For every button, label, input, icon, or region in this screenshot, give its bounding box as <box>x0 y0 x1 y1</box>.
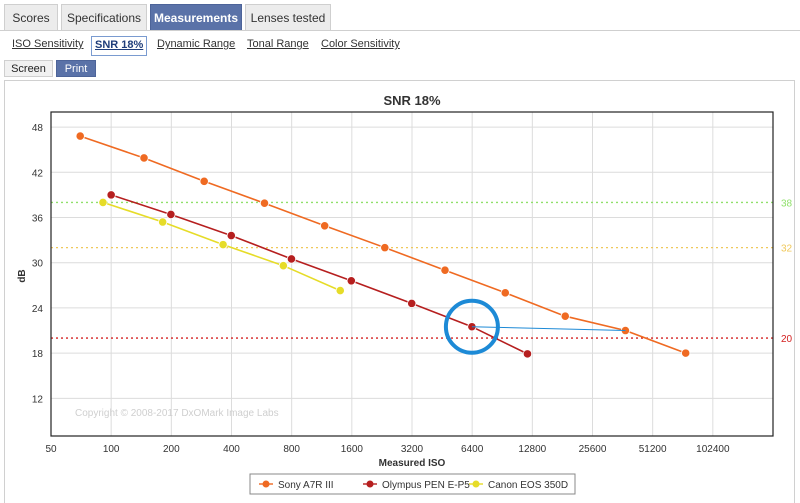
subtab-tonal-range[interactable]: Tonal Range <box>247 38 309 50</box>
data-point <box>681 348 691 358</box>
chart-panel <box>4 80 795 503</box>
y-tick-label: 36 <box>32 213 44 224</box>
subtab-iso-sensitivity[interactable]: ISO Sensitivity <box>12 38 84 50</box>
y-axis-label: dB <box>17 269 28 282</box>
reference-label: 20 <box>781 334 793 345</box>
reference-label: 38 <box>781 198 793 209</box>
data-point <box>346 276 356 286</box>
y-tick-label: 48 <box>32 123 44 134</box>
x-tick-label: 25600 <box>579 444 607 455</box>
legend: Sony A7R III Olympus PEN E-P5 Canon EOS 35… <box>249 473 576 495</box>
legend-box <box>249 473 576 495</box>
data-point <box>199 176 209 186</box>
data-point <box>106 190 116 200</box>
tab-scores[interactable]: Scores <box>4 4 58 30</box>
subtab-dynamic-range[interactable]: Dynamic Range <box>157 38 236 50</box>
copyright-watermark: Copyright © 2008-2017 DxOMark Image Labs <box>75 408 279 419</box>
data-point <box>320 221 330 231</box>
data-point <box>158 217 168 227</box>
legend-marker <box>366 480 374 488</box>
x-axis-label: Measured ISO <box>379 458 446 469</box>
subtab-snr-18[interactable]: SNR 18% <box>91 36 148 56</box>
measurement-tabs: Scores Specifications Measurements Lense… <box>0 0 800 30</box>
x-tick-label: 1600 <box>341 444 364 455</box>
chart-grid <box>50 112 773 436</box>
x-tick-label: 50 <box>45 444 57 455</box>
legend-marker <box>472 480 480 488</box>
data-point <box>440 265 450 275</box>
tab-measurements[interactable]: Measurements <box>150 4 242 30</box>
data-point <box>218 240 228 250</box>
x-tick-labels: 50 100 200 400 800 1600 3200 6400 12800 25600 5120… <box>45 444 730 455</box>
y-tick-label: 30 <box>32 259 44 270</box>
reference-label: 32 <box>781 244 793 255</box>
data-point <box>407 298 417 308</box>
legend-label: Sony A7R III <box>278 480 334 491</box>
y-tick-label: 18 <box>32 349 44 360</box>
print-mode-button[interactable]: Print <box>56 60 96 77</box>
data-point <box>75 131 85 141</box>
chart-title: SNR 18% <box>383 93 441 108</box>
y-tick-label: 12 <box>32 394 44 405</box>
x-tick-label: 51200 <box>639 444 667 455</box>
y-tick-label: 24 <box>32 304 44 315</box>
data-point <box>335 285 345 296</box>
data-point <box>380 243 390 253</box>
highlight-circle <box>443 298 500 355</box>
data-point <box>286 254 297 264</box>
tab-specifications[interactable]: Specifications <box>61 4 147 30</box>
x-tick-label: 102400 <box>696 444 730 455</box>
tab-lenses-tested[interactable]: Lenses tested <box>245 4 331 30</box>
x-tick-label: 400 <box>223 444 240 455</box>
highlight-layer <box>443 298 626 355</box>
series-line <box>110 194 528 355</box>
x-tick-label: 200 <box>163 444 180 455</box>
x-tick-label: 100 <box>103 444 120 455</box>
legend-marker <box>262 480 270 488</box>
highlight-connector <box>471 326 626 332</box>
series-layer <box>75 131 691 359</box>
y-tick-labels: 12 18 24 30 36 42 48 <box>32 123 44 405</box>
tab-divider <box>0 30 800 31</box>
data-point <box>500 288 510 298</box>
subtab-color-sensitivity[interactable]: Color Sensitivity <box>321 38 400 50</box>
data-point <box>166 209 176 220</box>
y-tick-label: 42 <box>32 168 44 179</box>
x-tick-label: 800 <box>283 444 300 455</box>
data-point <box>522 349 533 359</box>
legend-label: Canon EOS 350D <box>488 480 568 491</box>
data-point <box>98 197 108 208</box>
data-point <box>226 230 236 241</box>
data-point <box>139 153 149 163</box>
data-point <box>560 311 570 321</box>
data-point <box>259 198 270 208</box>
x-tick-label: 12800 <box>518 444 546 455</box>
screen-mode-button[interactable]: Screen <box>4 60 53 77</box>
x-tick-label: 6400 <box>461 444 484 455</box>
data-point <box>278 261 288 271</box>
plot-area-frame <box>50 111 774 437</box>
legend-label: Olympus PEN E-P5 <box>382 480 470 491</box>
reference-lines: 38 32 20 <box>51 198 793 345</box>
x-tick-label: 3200 <box>401 444 424 455</box>
